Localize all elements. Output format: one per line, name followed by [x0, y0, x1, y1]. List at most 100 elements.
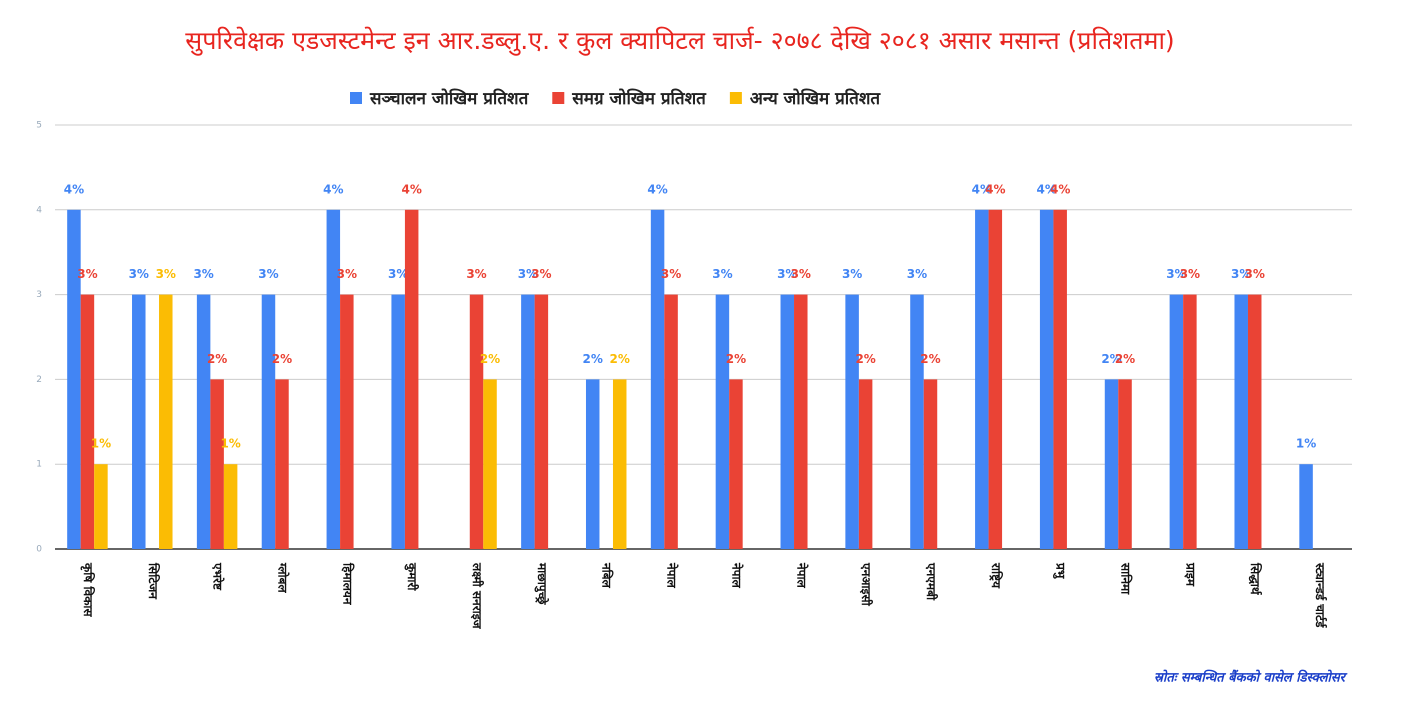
legend-swatch [729, 92, 742, 104]
x-tick-label: सानिमा [1119, 562, 1133, 595]
bar [469, 294, 484, 549]
source: स्रोतः सम्बन्धित बैंकको वासेल डिस्क्लोसर [1154, 670, 1348, 686]
bar [223, 464, 238, 549]
bar [664, 294, 678, 549]
value-label: 3% [712, 267, 732, 281]
bar [1299, 464, 1313, 549]
value-label: 2% [726, 352, 746, 366]
x-tick-label: नेपाल [665, 562, 679, 589]
x-tick-label: लक्ष्मी सनराइज [470, 562, 484, 630]
bar [1104, 379, 1119, 549]
x-tick-label: कृषि विकास [80, 562, 95, 618]
value-label: 4% [972, 182, 992, 196]
bar [326, 209, 341, 550]
bar [534, 294, 549, 549]
value-label: 4% [401, 182, 421, 196]
value-label: 4% [985, 182, 1005, 196]
bar [988, 209, 1003, 550]
x-tick-label: एनएमबी [924, 562, 938, 601]
value-label: 3% [156, 267, 176, 281]
value-label: 4% [1036, 182, 1056, 196]
value-label: 3% [77, 267, 97, 281]
bar [1118, 379, 1132, 549]
bar [391, 294, 405, 549]
x-tick-label: नबिल [600, 562, 614, 589]
value-label: 4% [323, 182, 343, 196]
value-label: 1% [1296, 437, 1316, 451]
x-tick-label: नेपाल [794, 562, 808, 589]
x-tick-label: राष्ट्रिय [989, 562, 1003, 589]
value-label: 3% [791, 267, 811, 281]
value-label: 2% [1115, 352, 1135, 366]
bar [858, 379, 873, 549]
bar [67, 209, 81, 550]
legend-swatch [552, 92, 565, 104]
x-tick-label: माछापुच्छ्रे [534, 562, 549, 606]
value-label: 2% [207, 352, 227, 366]
x-tick-label: सिटिजन [146, 562, 160, 600]
bar [923, 379, 938, 549]
value-label: 3% [842, 267, 862, 281]
value-label: 3% [1166, 267, 1186, 281]
bar [845, 294, 859, 549]
y-tick-label: 4 [36, 205, 42, 215]
chart-title: सुपरिवेक्षक एडजस्टमेन्ट इन आर.डब्लु.ए. र… [185, 26, 1174, 56]
value-label: 3% [193, 267, 213, 281]
bar [340, 294, 354, 549]
value-label: 3% [518, 267, 538, 281]
x-tick-label: प्राइम [1183, 562, 1197, 587]
bar [132, 294, 146, 549]
bar [210, 379, 224, 549]
x-tick-label: एनआइसी [859, 562, 873, 607]
bar [261, 294, 276, 549]
legend: सञ्चालन जोखिम प्रतिशत समग्र जोखिम प्रतिशत… [350, 88, 881, 109]
value-label: 3% [531, 267, 551, 281]
bar [521, 294, 535, 549]
value-label: 4% [1050, 182, 1070, 196]
value-label: 1% [91, 437, 111, 451]
value-label: 3% [661, 267, 681, 281]
value-label: 3% [1180, 267, 1200, 281]
value-label: 3% [1231, 267, 1251, 281]
legend-label: सञ्चालन जोखिम प्रतिशत [369, 88, 530, 109]
value-label: 2% [610, 352, 630, 366]
bar [612, 379, 627, 549]
x-tick-label: एभरेष्ट [211, 562, 225, 591]
bar [80, 294, 95, 549]
value-label: 3% [907, 267, 927, 281]
y-tick-label: 0 [36, 545, 42, 555]
value-label: 3% [777, 267, 797, 281]
value-label: 2% [1101, 352, 1121, 366]
value-label: 1% [220, 437, 240, 451]
x-tick-label: प्रभु [1053, 562, 1068, 579]
value-label: 2% [920, 352, 940, 366]
bar [729, 379, 743, 549]
value-label: 4% [647, 182, 667, 196]
legend-label: समग्र जोखिम प्रतिशत [571, 88, 707, 109]
y-tick-label: 2 [36, 375, 42, 385]
bar [1039, 209, 1054, 550]
value-label: 3% [388, 267, 408, 281]
value-label: 2% [480, 352, 500, 366]
legend-label: अन्य जोखिम प्रतिशत [750, 88, 882, 109]
bar [1183, 294, 1197, 549]
value-label: 2% [855, 352, 875, 366]
bar [910, 294, 924, 549]
bar [650, 209, 665, 550]
value-label: 3% [1245, 267, 1265, 281]
x-tick-label: स्ट्यान्डर्ड चार्टर्ड [1313, 562, 1327, 628]
value-label: 4% [64, 182, 84, 196]
y-tick-label: 1 [36, 460, 42, 470]
bar [1169, 294, 1184, 549]
bar [780, 294, 795, 549]
value-label: 3% [258, 267, 278, 281]
bar [1053, 209, 1067, 550]
x-tick-label: ग्लोबल [275, 562, 289, 593]
bar [94, 464, 108, 549]
bar [794, 294, 808, 549]
x-tick-label: कुमारी [404, 562, 419, 591]
bar [1247, 294, 1262, 549]
bar [585, 379, 600, 549]
bar [975, 209, 989, 550]
